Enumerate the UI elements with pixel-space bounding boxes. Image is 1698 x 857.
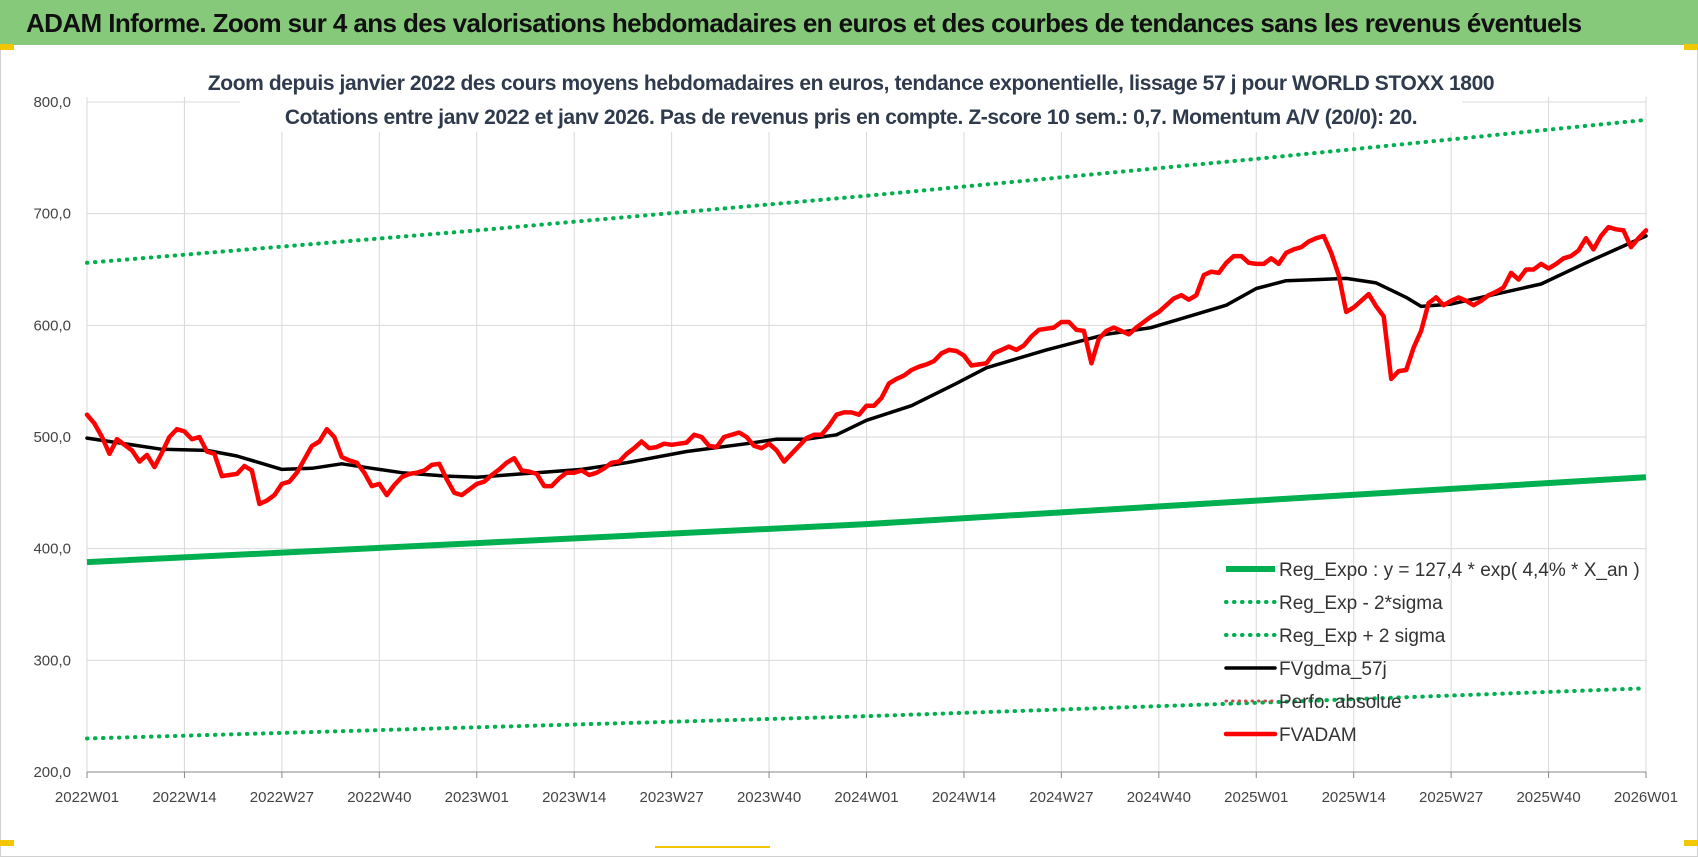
- x-tick-label: 2024W14: [932, 789, 996, 806]
- series-line-3: [85, 234, 1648, 479]
- y-tick-label: 500,0: [33, 429, 71, 446]
- x-tick-label: 2023W14: [542, 789, 606, 806]
- x-tick-label: 2024W01: [834, 789, 898, 806]
- x-tick-label: 2023W01: [445, 789, 509, 806]
- legend-label-1: Reg_Exp - 2*sigma: [1279, 593, 1443, 614]
- y-axis-ticks: 200,0 300,0 400,0 500,0 600,0 700,0 800,0: [33, 94, 71, 781]
- x-tick-label: 2022W40: [347, 789, 411, 806]
- page-title: ADAM Informe. Zoom sur 4 ans des valoris…: [26, 8, 1582, 38]
- x-tick-label: 2024W40: [1127, 789, 1191, 806]
- y-tick-label: 300,0: [33, 652, 71, 669]
- corner-mark-top-left: [0, 44, 14, 50]
- bottom-center-mark: [655, 846, 770, 848]
- x-tick-label: 2025W40: [1516, 789, 1580, 806]
- series-line-5: [84, 224, 1649, 507]
- chart-subtitle: Cotations entre janv 2022 et janv 2026. …: [285, 106, 1417, 129]
- x-tick-label: 2025W14: [1322, 789, 1386, 806]
- legend-label-3: FVgdma_57j: [1279, 659, 1387, 680]
- legend-label-0: Reg_Expo : y = 127,4 * exp( 4,4% * X_an …: [1279, 560, 1640, 581]
- y-tick-label: 700,0: [33, 206, 71, 223]
- legend: Reg_Expo : y = 127,4 * exp( 4,4% * X_an …: [1223, 560, 1640, 746]
- series-lines: [84, 117, 1649, 741]
- x-axis-ticks: 2022W01 2022W14 2022W27 2022W40 2023W01 2023W…: [55, 789, 1678, 806]
- y-tick-label: 800,0: [33, 94, 71, 111]
- title-background: [240, 66, 1462, 132]
- x-tick-label: 2022W27: [250, 789, 314, 806]
- corner-mark-bottom-left: [0, 840, 14, 846]
- legend-label-2: Reg_Exp + 2 sigma: [1279, 626, 1446, 647]
- series-line-0: [86, 474, 1647, 566]
- legend-label-5: FVADAM: [1279, 725, 1357, 746]
- x-tick-label: 2025W27: [1419, 789, 1483, 806]
- corner-mark-bottom-right: [1684, 840, 1698, 846]
- x-tick-label: 2023W27: [640, 789, 704, 806]
- x-tick-label: 2023W40: [737, 789, 801, 806]
- x-tick-label: 2025W01: [1224, 789, 1288, 806]
- x-tick-label: 2026W01: [1614, 789, 1678, 806]
- header-banner: ADAM Informe. Zoom sur 4 ans des valoris…: [0, 0, 1698, 45]
- series-line-2: [85, 117, 1648, 265]
- x-tick-label: 2022W14: [152, 789, 216, 806]
- y-tick-label: 400,0: [33, 541, 71, 558]
- legend-label-4: Perfo. absolue: [1279, 692, 1402, 713]
- x-tick-label: 2022W01: [55, 789, 119, 806]
- chart-title: Zoom depuis janvier 2022 des cours moyen…: [208, 72, 1494, 95]
- y-tick-label: 600,0: [33, 317, 71, 334]
- y-tick-label: 200,0: [33, 764, 71, 781]
- x-tick-label: 2024W27: [1029, 789, 1093, 806]
- corner-mark-top-right: [1684, 44, 1698, 50]
